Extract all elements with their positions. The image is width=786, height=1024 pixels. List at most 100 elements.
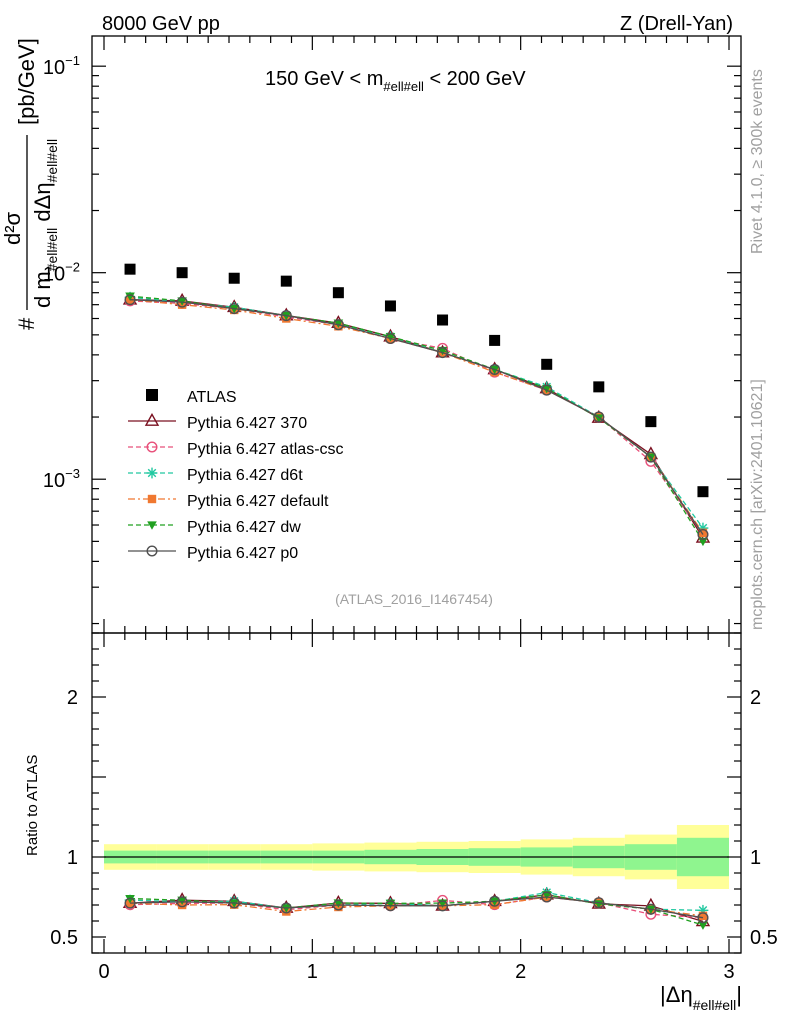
ratio-y-tick-label-left: 0.5: [50, 927, 78, 949]
x-tick-label: 1: [307, 961, 318, 983]
series-point: [437, 347, 449, 359]
atlas-point: [124, 263, 136, 275]
ratio-series-point: [125, 894, 135, 904]
series-point: [176, 296, 188, 308]
atlas-point: [645, 416, 657, 428]
legend-label: Pythia 6.427 d6t: [187, 467, 303, 484]
legend-marker-atlas: [146, 389, 158, 401]
legend-marker: [147, 521, 157, 530]
ratio-series-line: [130, 894, 704, 922]
atlas-point: [593, 381, 605, 393]
series-point: [697, 528, 709, 540]
legend-marker: [147, 494, 157, 504]
series-point: [698, 537, 708, 547]
ratio-y-tick-label-left: 1: [67, 847, 78, 869]
ratio-series-point: [645, 903, 657, 915]
series-point: [541, 384, 553, 396]
svg-text:d²σ: d²σ: [0, 211, 25, 245]
legend-label: Pythia 6.427 default: [187, 493, 329, 510]
ratio-series-point: [489, 895, 501, 907]
ratio-series-point: [280, 902, 292, 914]
series-point: [333, 319, 344, 328]
ratio-y-axis: 0.5 0.5 1 1 2 2: [50, 632, 778, 954]
ratio-series-point: [437, 900, 449, 912]
x-tick-label: 3: [723, 961, 734, 983]
ratio-y-axis-label: Ratio to ATLAS: [24, 755, 41, 856]
top-panel-frame: [91, 35, 742, 634]
svg-text:[pb/GeV]: [pb/GeV]: [14, 38, 39, 125]
ratio-series-point: [698, 911, 708, 921]
x-axis: 0 1 2 3: [98, 36, 735, 983]
top-y-tick-label: 10−2: [43, 260, 80, 286]
svg-text:#: #: [14, 317, 39, 330]
series-point: [124, 294, 136, 306]
ratio-series-point: [384, 900, 396, 912]
ratio-series-point: [332, 899, 344, 911]
series-point: [385, 333, 396, 342]
ratio-series-line: [130, 896, 704, 919]
series-point: [228, 303, 240, 315]
ratio-bands: [104, 825, 729, 889]
atlas-point: [697, 486, 709, 498]
atlas-point: [489, 334, 501, 346]
x-axis-label: |Δη#ell#ell|: [660, 982, 742, 1013]
atlas-point: [228, 272, 240, 284]
legend-label: Pythia 6.427 370: [187, 415, 307, 432]
ratio-series-layer: [122, 886, 711, 930]
ratio-series-point: [698, 921, 708, 930]
atlas-point: [176, 267, 188, 279]
atlas-point: [280, 275, 292, 287]
legend-label-atlas: ATLAS: [187, 389, 237, 406]
legend-marker: [144, 412, 160, 426]
series-point: [280, 310, 292, 322]
legend-label: Pythia 6.427 dw: [187, 519, 301, 536]
atlas-point: [437, 314, 449, 326]
atlas-point: [332, 287, 344, 299]
ratio-series-point: [177, 896, 187, 905]
process-label: Z (Drell-Yan): [620, 13, 733, 35]
mcplots-label: mcplots.cern.ch [arXiv:2401.10621]: [749, 379, 766, 630]
ratio-series-point: [593, 897, 605, 909]
atlas-point: [541, 358, 553, 370]
ratio-series-point: [176, 896, 188, 908]
legend: ATLAS Pythia 6.427 370 Pythia 6.427 atlas-…: [128, 389, 344, 562]
ratio-series-point: [541, 891, 553, 903]
legend-label: Pythia 6.427 p0: [187, 545, 298, 562]
ratio-series-point: [228, 897, 240, 909]
series-point: [698, 528, 708, 538]
series-point: [541, 384, 552, 394]
series-point: [645, 451, 657, 463]
top-y-axis-label: # d²σ d m#ell#ell dΔη#ell#ell [pb/GeV]: [0, 38, 60, 330]
series-line: [130, 299, 704, 535]
legend-marker: [146, 545, 158, 557]
top-y-tick-label: 10−1: [43, 53, 80, 79]
series-point: [332, 319, 344, 331]
top-y-axis: 10−1 10−2 10−3: [43, 53, 741, 625]
series-point: [125, 292, 135, 301]
legend-label: Pythia 6.427 atlas-csc: [187, 441, 344, 458]
x-tick-label: 2: [515, 961, 526, 983]
ratio-y-tick-label-right: 1: [750, 847, 761, 869]
ratio-y-tick-label-right: 0.5: [750, 927, 778, 949]
series-point: [593, 411, 605, 423]
ratio-y-tick-label-right: 2: [750, 687, 761, 709]
cut-label: 150 GeV < m#ell#ell < 200 GeV: [265, 68, 526, 94]
legend-marker: [146, 441, 158, 453]
legend-marker: [146, 467, 158, 479]
series-point: [489, 363, 501, 375]
ratio-series-point: [697, 912, 709, 924]
series-point: [384, 333, 396, 345]
ratio-series-point: [124, 897, 136, 909]
rivet-label: Rivet 4.1.0, ≥ 300k events: [749, 69, 766, 254]
analysis-watermark: (ATLAS_2016_I1467454): [335, 591, 493, 607]
atlas-point: [384, 300, 396, 312]
top-y-tick-label: 10−3: [43, 466, 80, 492]
x-tick-label: 0: [98, 961, 109, 983]
ratio-y-tick-label-left: 2: [67, 687, 78, 709]
ratio-series-point: [333, 899, 344, 908]
top-series-layer: [122, 263, 711, 547]
collision-label: 8000 GeV pp: [102, 13, 220, 35]
ratio-series-line: [130, 894, 704, 926]
svg-text:d m#ell#ell dΔη#ell#ell: d m#ell#ell dΔη#ell#ell: [30, 139, 60, 308]
